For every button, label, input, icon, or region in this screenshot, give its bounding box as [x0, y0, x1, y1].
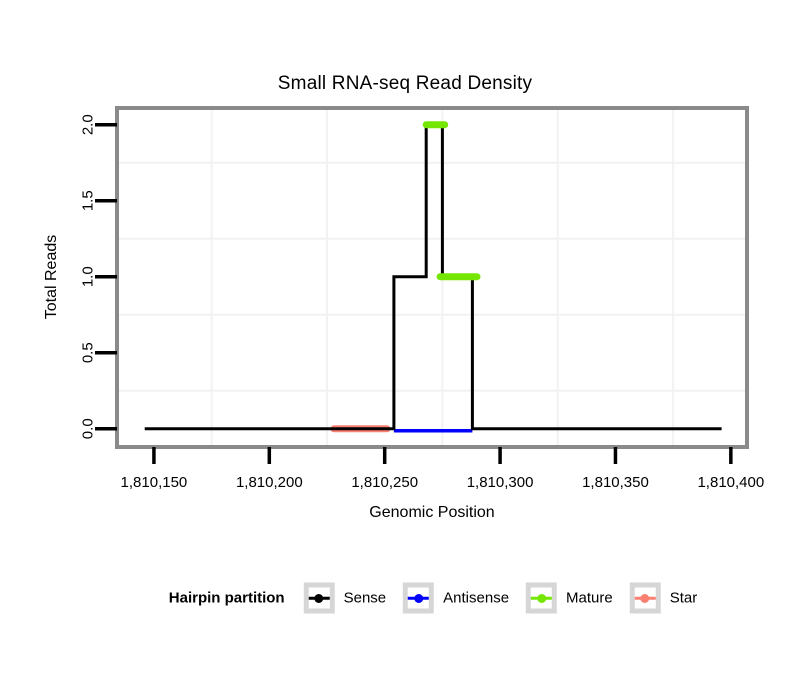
- x-axis-title: Genomic Position: [369, 504, 495, 521]
- chart-title: Small RNA-seq Read Density: [277, 73, 533, 94]
- x-axis-tick-label: 1,810,150: [121, 474, 188, 491]
- x-axis-tick-label: 1,810,200: [236, 474, 303, 491]
- legend-entry-antisense: Antisense: [403, 582, 526, 614]
- y-axis-tick-label: 1.0: [80, 266, 97, 287]
- legend-key-dot: [640, 593, 650, 603]
- y-axis-tick-label: 0.5: [80, 342, 97, 363]
- y-axis-tick-label: 2.0: [80, 114, 97, 135]
- legend-entry-star: Star: [629, 582, 698, 614]
- legend-label: Sense: [343, 589, 387, 607]
- x-axis-tick-label: 1,810,400: [697, 474, 764, 491]
- legend-key-sense-icon: [303, 582, 335, 614]
- y-axis-tick-label: 1.5: [80, 190, 97, 211]
- legend-entry-mature: Mature: [526, 582, 630, 614]
- legend-title: Hairpin partition: [168, 589, 285, 607]
- legend-key-antisense-icon: [403, 582, 435, 614]
- legend-label: Antisense: [443, 589, 510, 607]
- legend-label: Mature: [566, 589, 613, 607]
- legend-key-dot: [414, 593, 424, 603]
- legend-key-dot: [314, 593, 324, 603]
- x-axis-tick-label: 1,810,250: [351, 474, 418, 491]
- legend-key-mature-icon: [526, 582, 558, 614]
- legend: Hairpin partition Sense Antisense Mature St…: [168, 582, 698, 614]
- legend-key-dot: [537, 593, 547, 603]
- y-axis-tick-label: 0.0: [80, 418, 97, 439]
- x-axis-tick-label: 1,810,300: [467, 474, 534, 491]
- legend-key-star-icon: [629, 582, 661, 614]
- x-axis-tick-label: 1,810,350: [582, 474, 649, 491]
- legend-label: Star: [669, 589, 698, 607]
- legend-entry-sense: Sense: [303, 582, 404, 614]
